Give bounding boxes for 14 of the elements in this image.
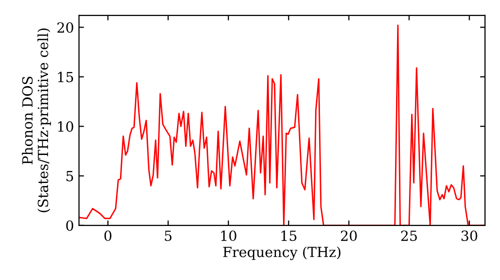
- y-tick-label: 20: [57, 22, 74, 33]
- x-tick-label: 25: [401, 230, 417, 242]
- x-tick-label: 0: [104, 230, 112, 242]
- y-tick-label: 5: [66, 171, 74, 182]
- x-tick-label: 5: [164, 230, 172, 242]
- y-tick-label: 15: [58, 72, 74, 82]
- x-tick-label: 30: [462, 230, 478, 242]
- x-tick-label: 15: [281, 230, 296, 242]
- x-axis-title: Frequency (THz): [223, 246, 340, 260]
- x-tick-label: 20: [340, 230, 357, 242]
- y-axis-title: Phonon DOS (States/THz·primitive cell): [22, 28, 51, 212]
- x-tick-label: 10: [221, 230, 236, 242]
- y-tick-label: 10: [58, 121, 74, 132]
- y-tick-label: 0: [66, 220, 74, 231]
